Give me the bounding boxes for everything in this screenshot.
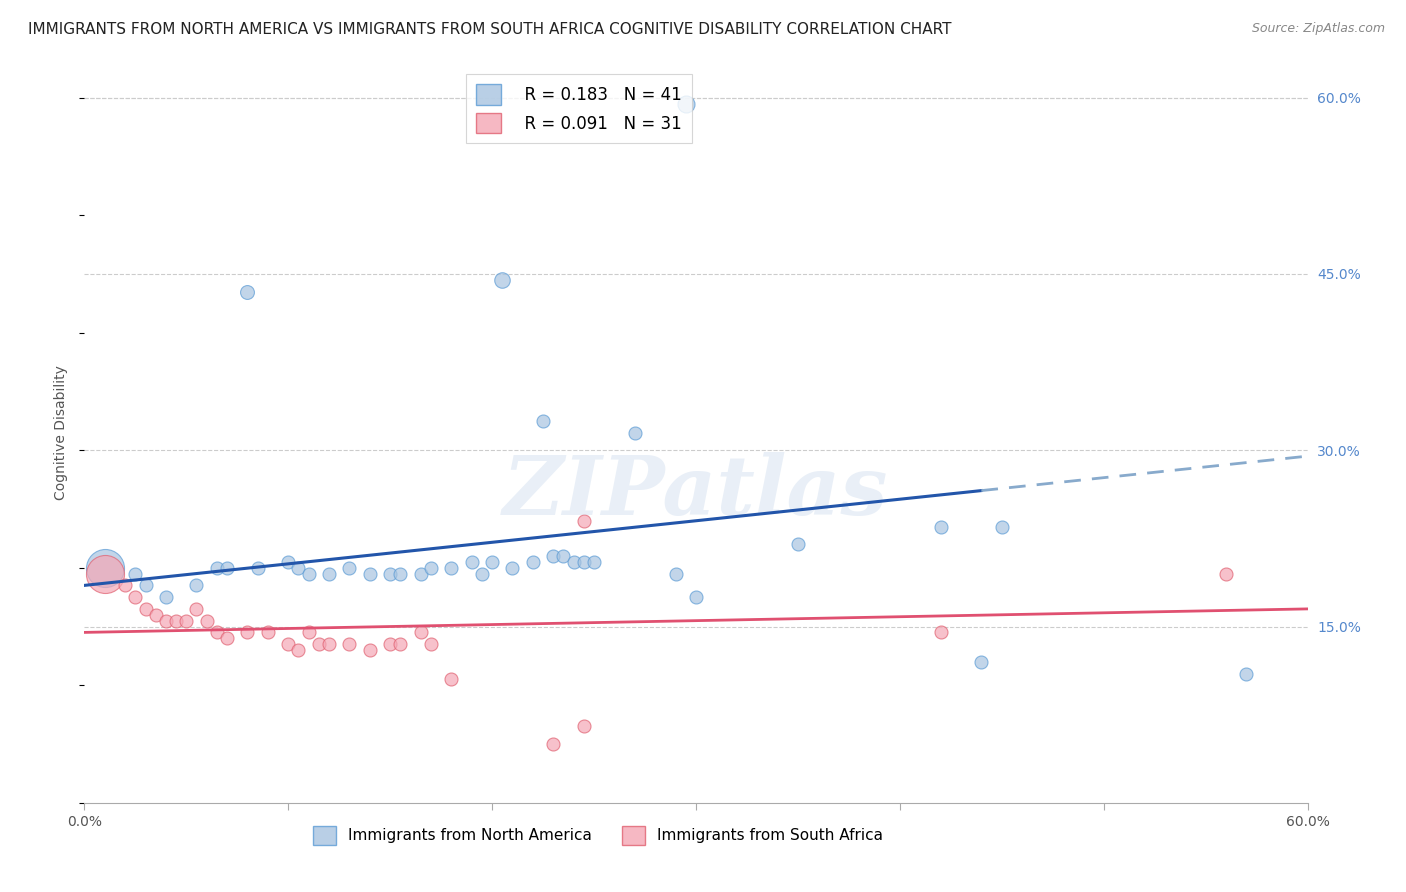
Point (1236, 666, 1258, 681)
Point (491, 273, 513, 287)
Point (318, 566, 340, 581)
Point (186, 602, 208, 616)
Point (562, 555, 585, 569)
Point (543, 737, 565, 751)
Point (572, 719, 595, 733)
Y-axis label: Cognitive Disability: Cognitive Disability (55, 365, 69, 500)
Point (257, 625, 280, 640)
Point (420, 561, 443, 575)
Point (624, 425, 647, 440)
Point (246, 561, 269, 575)
Point (359, 643, 381, 657)
Point (380, 637, 402, 651)
Point (481, 555, 503, 569)
Point (287, 643, 309, 657)
Point (174, 614, 197, 628)
Point (380, 566, 402, 581)
Point (502, 561, 524, 575)
Point (787, 537, 810, 551)
Point (93, 566, 115, 581)
Point (543, 549, 565, 563)
Point (236, 625, 259, 640)
Point (236, 285, 259, 299)
Point (991, 519, 1014, 533)
Point (440, 561, 463, 575)
Point (135, 602, 157, 616)
Point (135, 578, 157, 592)
Point (970, 655, 993, 669)
Point (277, 637, 299, 651)
Point (1215, 566, 1237, 581)
Point (124, 590, 146, 604)
Point (308, 637, 330, 651)
Point (205, 561, 228, 575)
Text: IMMIGRANTS FROM NORTH AMERICA VS IMMIGRANTS FROM SOUTH AFRICA COGNITIVE DISABILI: IMMIGRANTS FROM NORTH AMERICA VS IMMIGRA… (28, 22, 952, 37)
Point (124, 566, 146, 581)
Text: ZIPatlas: ZIPatlas (503, 452, 889, 532)
Text: Source: ZipAtlas.com: Source: ZipAtlas.com (1251, 22, 1385, 36)
Point (145, 607, 167, 622)
Point (572, 555, 595, 569)
Point (165, 614, 187, 628)
Point (389, 566, 412, 581)
Legend: Immigrants from North America, Immigrants from South Africa: Immigrants from North America, Immigrant… (307, 820, 890, 851)
Point (440, 673, 463, 687)
Point (359, 566, 381, 581)
Point (675, 96, 697, 111)
Point (195, 614, 218, 628)
Point (583, 555, 606, 569)
Point (339, 561, 361, 575)
Point (298, 566, 321, 581)
Point (217, 561, 239, 575)
Point (389, 637, 412, 651)
Point (287, 561, 309, 575)
Point (318, 637, 340, 651)
Point (277, 555, 299, 569)
Point (409, 625, 432, 640)
Point (522, 555, 544, 569)
Point (93, 561, 115, 575)
Point (929, 519, 952, 533)
Point (155, 590, 177, 604)
Point (461, 555, 484, 569)
Point (929, 625, 952, 640)
Point (685, 590, 707, 604)
Point (553, 549, 575, 563)
Point (471, 566, 494, 581)
Point (420, 637, 443, 651)
Point (339, 637, 361, 651)
Point (298, 625, 321, 640)
Point (531, 414, 554, 428)
Point (186, 578, 208, 592)
Point (409, 566, 432, 581)
Point (114, 578, 136, 592)
Point (572, 514, 595, 528)
Point (217, 632, 239, 646)
Point (665, 566, 688, 581)
Point (155, 614, 177, 628)
Point (205, 625, 228, 640)
